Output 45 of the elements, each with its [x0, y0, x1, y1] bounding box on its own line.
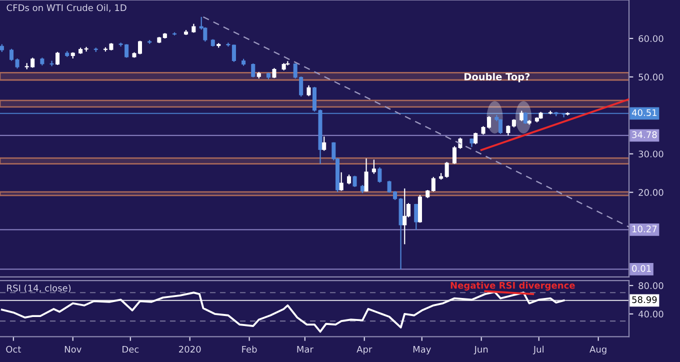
x-tick-label: Jun — [474, 346, 488, 354]
candlestick — [272, 68, 276, 79]
candlestick — [414, 203, 418, 230]
y-tick-label: 40.00 — [638, 310, 664, 318]
ref-line-label: 10.27 — [632, 226, 657, 232]
x-tick-label: Mar — [297, 346, 314, 353]
x-tick-label: Aug — [590, 346, 606, 354]
x-tick-label: Feb — [242, 346, 257, 353]
chart-title: CFDs on WTI Crude Oil, 1D — [6, 4, 126, 12]
candlestick — [56, 51, 60, 66]
ref-line-label: 40.51 — [632, 109, 657, 116]
x-tick-label: Jul — [532, 346, 544, 354]
candlestick — [372, 159, 376, 174]
y-tick-label: 50.00 — [638, 74, 664, 80]
candlestick — [520, 110, 524, 122]
candlestick — [364, 158, 368, 192]
x-tick-label: May — [413, 346, 431, 354]
x-tick-label: Nov — [64, 346, 82, 353]
annotation: Negative RSI divergence — [450, 282, 575, 291]
candlestick — [402, 188, 407, 245]
candlestick — [444, 161, 449, 178]
annotation: Double Top? — [464, 72, 530, 82]
ref-line-label: 34.78 — [632, 131, 657, 138]
candlestick — [431, 176, 436, 192]
candlestick — [347, 174, 352, 185]
candlestick — [339, 172, 344, 192]
y-tick-label: 80.00 — [638, 282, 664, 290]
y-tick-label: 30.00 — [638, 150, 664, 158]
x-tick-label: Apr — [356, 346, 372, 354]
candlestick — [322, 136, 326, 152]
chart-title: RSI (14, close) — [7, 284, 71, 293]
candlestick — [251, 62, 256, 78]
x-tick-label: Dec — [122, 346, 139, 353]
candlestick — [498, 118, 503, 134]
candlestick — [50, 60, 54, 67]
candlestick — [306, 84, 311, 97]
y-tick-label: 20.00 — [638, 189, 664, 196]
x-tick-label: 2020 — [179, 346, 201, 353]
candlestick — [474, 132, 478, 145]
ref-line-label: 58.99 — [632, 296, 657, 304]
x-tick-label: Oct — [6, 346, 22, 353]
y-tick-label: 60.00 — [638, 35, 664, 42]
ref-line-label: 0.01 — [632, 264, 651, 272]
candlestick — [378, 166, 382, 184]
candlestick — [506, 124, 510, 136]
